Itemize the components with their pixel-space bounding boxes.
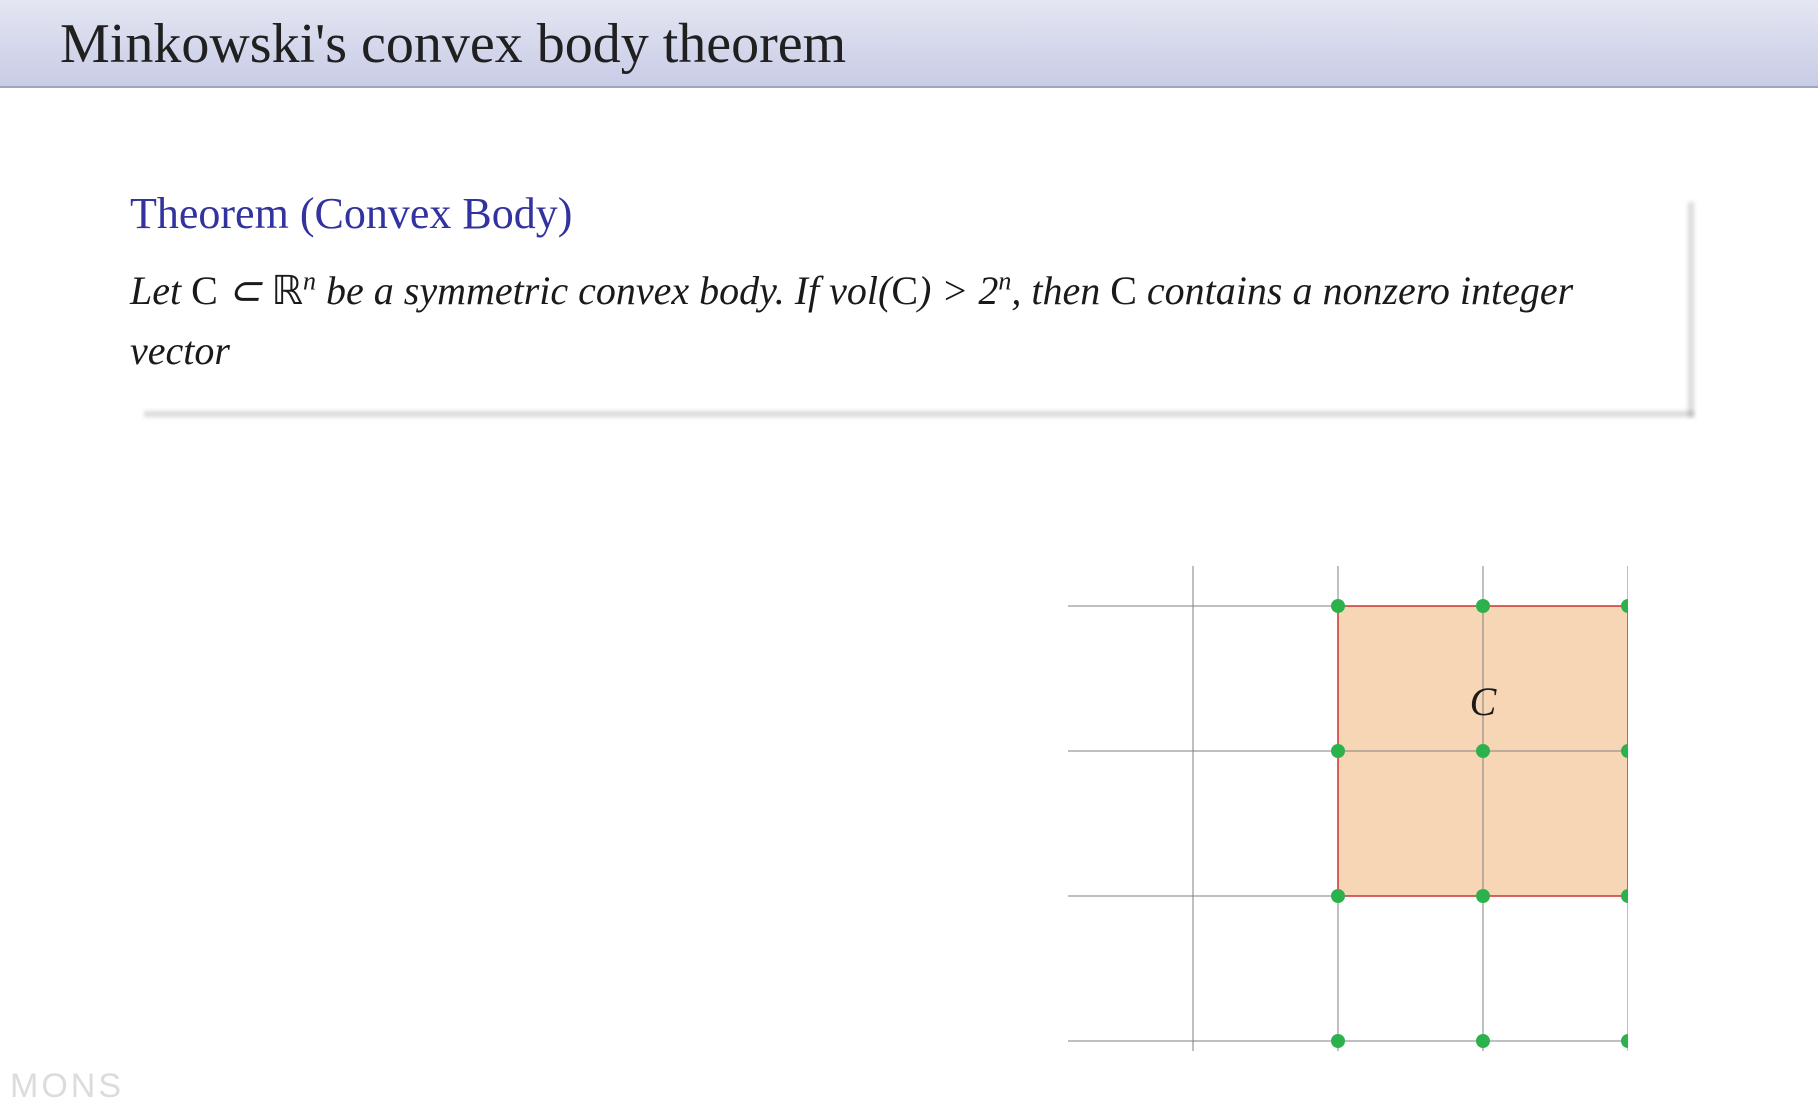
slide-title: Minkowski's convex body theorem — [60, 12, 1758, 76]
theorem-block: Theorem (Convex Body) Let C ⊂ ℝn be a sy… — [130, 188, 1688, 411]
theorem-body: Let C ⊂ ℝn be a symmetric convex body. I… — [130, 261, 1648, 381]
theorem-heading: Theorem (Convex Body) — [130, 188, 1648, 239]
watermark-text: MONS — [10, 1067, 124, 1106]
lattice-diagram: C — [1068, 431, 1628, 1051]
svg-text:C: C — [1470, 679, 1498, 724]
diagram-container: C — [130, 431, 1688, 1051]
slide-content: Theorem (Convex Body) Let C ⊂ ℝn be a sy… — [0, 88, 1818, 1051]
slide-header: Minkowski's convex body theorem — [0, 0, 1818, 88]
